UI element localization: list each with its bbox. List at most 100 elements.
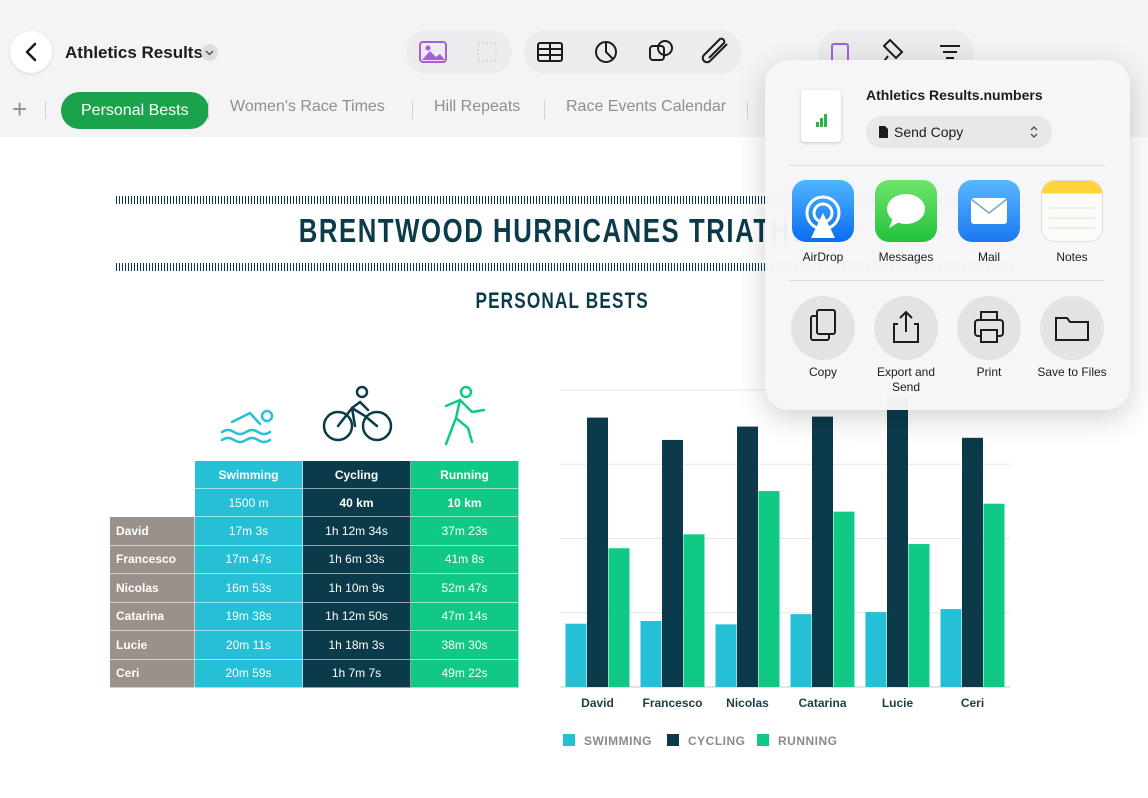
time-cell: 47m 14s: [411, 602, 519, 631]
tab[interactable]: Women's Race Times: [230, 98, 385, 115]
time-cell: 38m 30s: [411, 631, 519, 660]
bar: [587, 417, 608, 687]
swim-icon: [220, 409, 274, 444]
row-header: Nicolas: [110, 574, 195, 603]
action-button[interactable]: [957, 296, 1021, 360]
time-cell: 1h 18m 3s: [303, 631, 411, 660]
bar: [758, 491, 780, 687]
x-tick-label: Catarina: [798, 696, 846, 710]
bar: [683, 534, 705, 687]
app-label: AirDrop: [802, 250, 844, 264]
row-header: Francesco: [110, 545, 195, 574]
time-cell: 20m 59s: [195, 659, 303, 688]
action-label: Export and Send: [876, 365, 936, 394]
tab[interactable]: Race Events Calendar: [566, 98, 727, 115]
row-header: Catarina: [110, 602, 195, 631]
bar: [640, 620, 662, 687]
time-cell: 16m 53s: [195, 574, 303, 603]
legend-label: RUNNING: [778, 734, 838, 748]
bar: [962, 437, 983, 687]
updown: [1030, 126, 1038, 138]
subtitle-wrap: PERSONAL BESTS: [0, 288, 1124, 314]
action-button[interactable]: [1040, 296, 1104, 360]
sport-icons: [220, 385, 486, 446]
insert-icons: [537, 37, 728, 64]
time-cell: 1h 12m 50s: [303, 602, 411, 631]
insert-group: [524, 30, 742, 74]
action-label: Copy: [808, 365, 837, 379]
tab-separator: [208, 101, 209, 119]
file-name: Athletics Results.numbers: [866, 87, 1043, 103]
divider: [789, 280, 1105, 281]
column-distance: 40 km: [303, 489, 411, 517]
app-glyph: [1049, 207, 1095, 229]
media-icons: [419, 41, 497, 63]
action-button[interactable]: [791, 296, 855, 360]
add-sheet[interactable]: +: [12, 94, 28, 124]
title-wrap: BRENTWOOD HURRICANES TRIATHLON: [0, 212, 1148, 250]
action-glyph: [974, 311, 1004, 343]
bar: [565, 623, 587, 687]
legend-swatch: [757, 734, 769, 746]
action-glyph: [1055, 317, 1089, 341]
time-cell: 17m 47s: [195, 545, 303, 574]
doc-glyph: [879, 126, 888, 138]
action-button[interactable]: [874, 296, 938, 360]
app-glyph: [970, 198, 1008, 224]
tab[interactable]: Hill Repeats: [434, 98, 521, 115]
sheet-title: BRENTWOOD HURRICANES TRIATHLON: [298, 212, 850, 249]
run-icon: [444, 385, 486, 446]
bar: [983, 503, 1005, 687]
title-menu[interactable]: [201, 44, 218, 61]
app-glyph: [805, 195, 841, 238]
back-button[interactable]: [10, 31, 52, 73]
tab-separator: [412, 101, 413, 119]
send-option-label: Send Copy: [894, 124, 964, 140]
time-cell: 1h 10m 9s: [303, 574, 411, 603]
app-icon[interactable]: [958, 180, 1020, 242]
tab-separator: [747, 101, 748, 119]
legend-swatch: [667, 734, 679, 746]
app-label: Notes: [1056, 250, 1088, 264]
bar: [887, 397, 908, 687]
app-glyph: [887, 194, 925, 228]
sheet-subtitle: PERSONAL BESTS: [475, 288, 649, 313]
back-icon: [25, 42, 37, 62]
document-title[interactable]: Athletics Results: [65, 43, 203, 62]
chevron: [205, 50, 214, 56]
row-header: Ceri: [110, 659, 195, 688]
tab-active[interactable]: Personal Bests: [61, 92, 209, 129]
time-cell: 1h 6m 33s: [303, 545, 411, 574]
bar: [737, 426, 758, 687]
time-cell: 1h 7m 7s: [303, 659, 411, 688]
time-cell: 41m 8s: [411, 545, 519, 574]
time-cell: 20m 11s: [195, 631, 303, 660]
bike-icon: [322, 385, 393, 442]
x-tick-label: Lucie: [882, 696, 914, 710]
send-option[interactable]: Send Copy: [866, 116, 1052, 148]
row-header: David: [110, 517, 195, 546]
action-glyph: [893, 310, 919, 343]
action-label: Print: [976, 365, 1002, 379]
app-icon[interactable]: [792, 180, 854, 242]
time-cell: 17m 3s: [195, 517, 303, 546]
app-icon[interactable]: [1041, 180, 1103, 242]
app-label: Messages: [878, 250, 934, 264]
title-rule: [116, 196, 1016, 204]
app-icon[interactable]: [875, 180, 937, 242]
title-rule: [116, 263, 1016, 271]
bar: [940, 609, 962, 687]
column-distance: 1500 m: [195, 489, 303, 517]
column-header: Swimming: [195, 461, 303, 489]
bar: [662, 439, 683, 687]
row-header: Lucie: [110, 631, 195, 660]
x-tick-label: Francesco: [642, 696, 702, 710]
bar: [715, 624, 737, 687]
bar: [865, 612, 887, 687]
column-header: Running: [411, 461, 519, 489]
time-cell: 49m 22s: [411, 659, 519, 688]
tab-separator: [544, 101, 545, 119]
file-chart: [816, 114, 827, 127]
